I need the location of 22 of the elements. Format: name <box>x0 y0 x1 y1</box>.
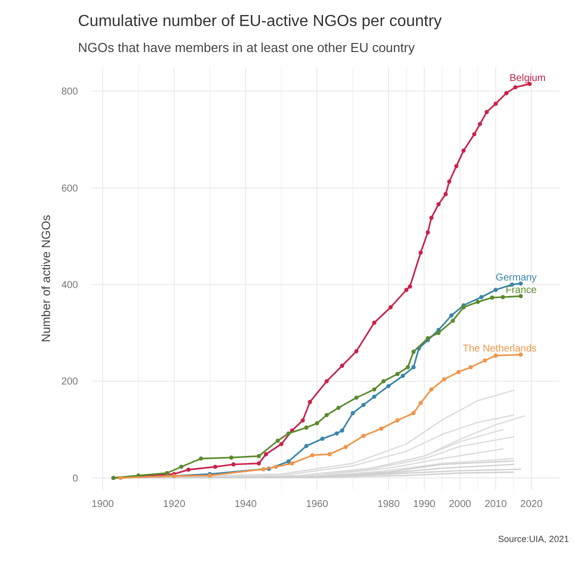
x-tick-label: 1920 <box>163 499 186 510</box>
x-tick-label: 1960 <box>306 499 329 510</box>
series-label: Belgium <box>509 72 546 84</box>
x-tick-label: 2000 <box>448 499 472 510</box>
y-tick-label: 200 <box>61 376 78 388</box>
x-tick-label: 1940 <box>234 499 258 510</box>
source-note: Source:UIA, 2021 <box>498 534 569 544</box>
x-tick-label: 1980 <box>377 499 400 510</box>
series-label: France <box>506 285 538 296</box>
y-tick-label: 600 <box>61 183 78 194</box>
chart-title: Cumulative number of EU-active NGOs per country <box>78 13 442 30</box>
y-tick-label: 800 <box>61 86 78 98</box>
series-label: Germany <box>496 272 537 284</box>
y-axis-title: Number of active NGOs <box>39 214 53 342</box>
x-tick-label: 1900 <box>92 499 114 510</box>
series-label: The Netherlands <box>462 344 537 355</box>
y-tick-label: 0 <box>72 473 78 484</box>
chart-subtitle: NGOs that have members in at least one other EU country <box>78 40 416 55</box>
x-tick-label: 2020 <box>520 499 543 510</box>
x-tick-label: 2010 <box>484 499 508 510</box>
y-tick-label: 400 <box>61 280 78 292</box>
x-tick-label: 1990 <box>413 499 436 510</box>
